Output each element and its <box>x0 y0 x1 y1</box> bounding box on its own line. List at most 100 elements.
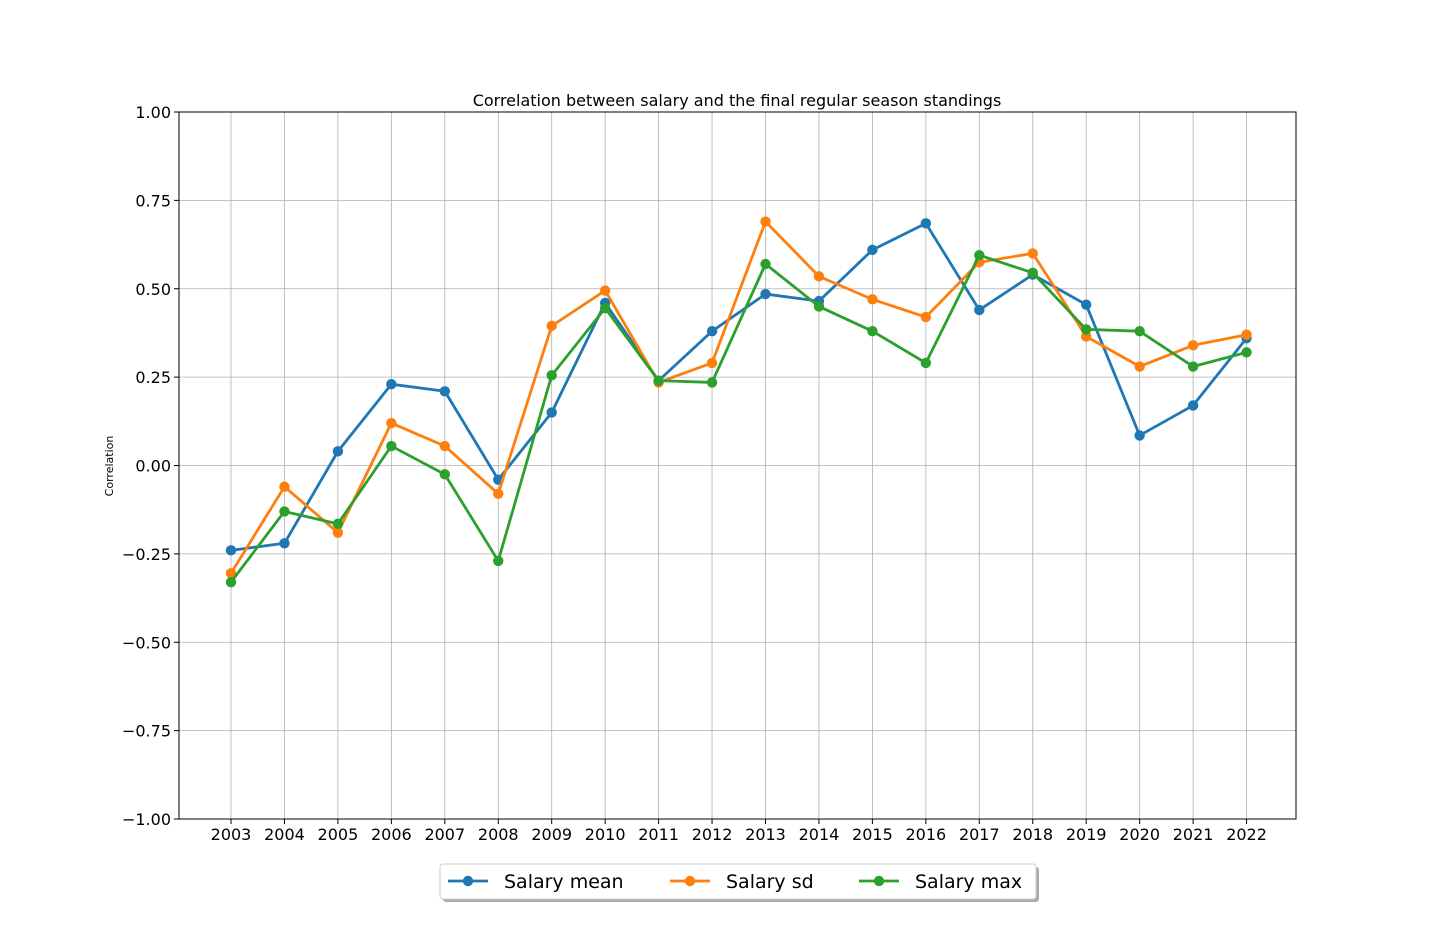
data-point <box>1081 299 1092 310</box>
data-point <box>279 538 290 549</box>
data-point <box>760 288 771 300</box>
data-point <box>1187 361 1199 372</box>
data-point <box>813 271 825 282</box>
data-point <box>279 481 290 492</box>
y-tick-label: 0.50 <box>135 280 171 299</box>
data-point <box>1134 361 1145 372</box>
x-tick-label: 2020 <box>1119 825 1160 844</box>
legend-marker <box>462 875 474 887</box>
data-point <box>439 440 450 452</box>
data-point <box>493 555 504 567</box>
x-tick-label: 2008 <box>478 825 519 844</box>
legend-label: Salary max <box>915 871 1022 893</box>
data-point <box>279 506 290 517</box>
x-tick-label: 2010 <box>585 825 626 844</box>
data-point <box>225 576 237 588</box>
data-point <box>1241 329 1252 340</box>
x-tick-label: 2019 <box>1066 825 1107 844</box>
y-tick-label: 0.75 <box>135 191 171 210</box>
x-tick-label: 2015 <box>852 825 893 844</box>
data-point <box>867 244 878 256</box>
data-point <box>1027 248 1038 259</box>
chart-title: Correlation between salary and the final… <box>473 91 1002 110</box>
x-tick-label: 2021 <box>1173 825 1214 844</box>
plot-frame <box>178 111 1297 820</box>
x-axis: 2003 2004 2005 2006 2007 2008 2009 2010 2011 2012… <box>211 819 1267 844</box>
series-line <box>229 220 1247 575</box>
legend-label: Salary mean <box>504 871 624 893</box>
data-point <box>599 285 611 296</box>
data-point <box>920 311 932 323</box>
y-tick-label: 0.00 <box>135 457 171 476</box>
series-line <box>229 253 1247 583</box>
data-point <box>1134 430 1145 441</box>
data-point <box>920 218 932 229</box>
legend-label: Salary sd <box>726 871 814 893</box>
x-tick-label: 2016 <box>905 825 946 844</box>
series-line <box>230 221 1248 552</box>
data-point <box>1187 400 1199 411</box>
data-point <box>1027 267 1038 279</box>
data-point <box>225 545 237 556</box>
x-tick-label: 2012 <box>692 825 733 844</box>
x-tick-label: 2014 <box>799 825 840 844</box>
x-tick-label: 2009 <box>531 825 572 844</box>
data-point <box>813 301 825 312</box>
series-layer <box>225 216 1252 588</box>
data-point <box>1241 347 1252 358</box>
data-point <box>974 304 985 316</box>
data-point <box>867 294 878 305</box>
data-point <box>386 440 397 452</box>
data-point <box>439 469 450 480</box>
data-point <box>1187 340 1199 351</box>
data-point <box>760 258 771 270</box>
y-axis-label: Correlation <box>103 436 116 497</box>
data-point <box>386 378 397 390</box>
x-tick-label: 2013 <box>745 825 786 844</box>
x-tick-label: 2018 <box>1012 825 1053 844</box>
x-tick-label: 2017 <box>959 825 1000 844</box>
x-tick-label: 2003 <box>211 825 252 844</box>
data-point <box>867 325 878 337</box>
y-axis: 1.00 0.75 0.50 0.25 0.00 −0.25 −0.50 −0.75 −1.00 <box>122 103 179 829</box>
data-point <box>386 417 397 429</box>
data-point <box>653 375 664 386</box>
data-point <box>546 407 557 418</box>
data-point <box>706 357 718 369</box>
x-tick-label: 2005 <box>318 825 359 844</box>
data-point <box>546 370 557 381</box>
legend-box <box>439 863 1037 900</box>
legend-marker <box>684 875 696 887</box>
data-point <box>332 527 344 538</box>
y-tick-label: −0.50 <box>122 633 171 652</box>
grid <box>179 111 1296 820</box>
data-point <box>599 302 611 314</box>
data-point <box>493 488 504 499</box>
x-tick-label: 2007 <box>424 825 465 844</box>
data-point <box>706 377 718 388</box>
data-point <box>1134 325 1145 337</box>
data-point <box>760 216 771 227</box>
x-tick-label: 2011 <box>638 825 679 844</box>
x-tick-label: 2006 <box>371 825 412 844</box>
y-tick-label: −1.00 <box>122 810 171 829</box>
data-point <box>225 568 237 579</box>
legend: Salary mean Salary sd Salary max <box>439 863 1039 902</box>
legend-marker <box>873 875 885 887</box>
y-tick-label: 0.25 <box>135 368 171 387</box>
y-tick-label: −0.75 <box>122 722 171 741</box>
data-point <box>332 518 344 530</box>
x-tick-label: 2022 <box>1226 825 1267 844</box>
series-salary-mean <box>225 218 1252 556</box>
data-point <box>546 320 557 332</box>
data-point <box>1081 324 1092 335</box>
y-tick-label: 1.00 <box>135 103 171 122</box>
data-point <box>332 446 344 457</box>
data-point <box>920 357 932 369</box>
data-point <box>974 249 985 261</box>
data-point <box>439 386 450 397</box>
y-tick-label: −0.25 <box>122 545 171 564</box>
data-point <box>706 325 718 337</box>
x-tick-label: 2004 <box>264 825 305 844</box>
